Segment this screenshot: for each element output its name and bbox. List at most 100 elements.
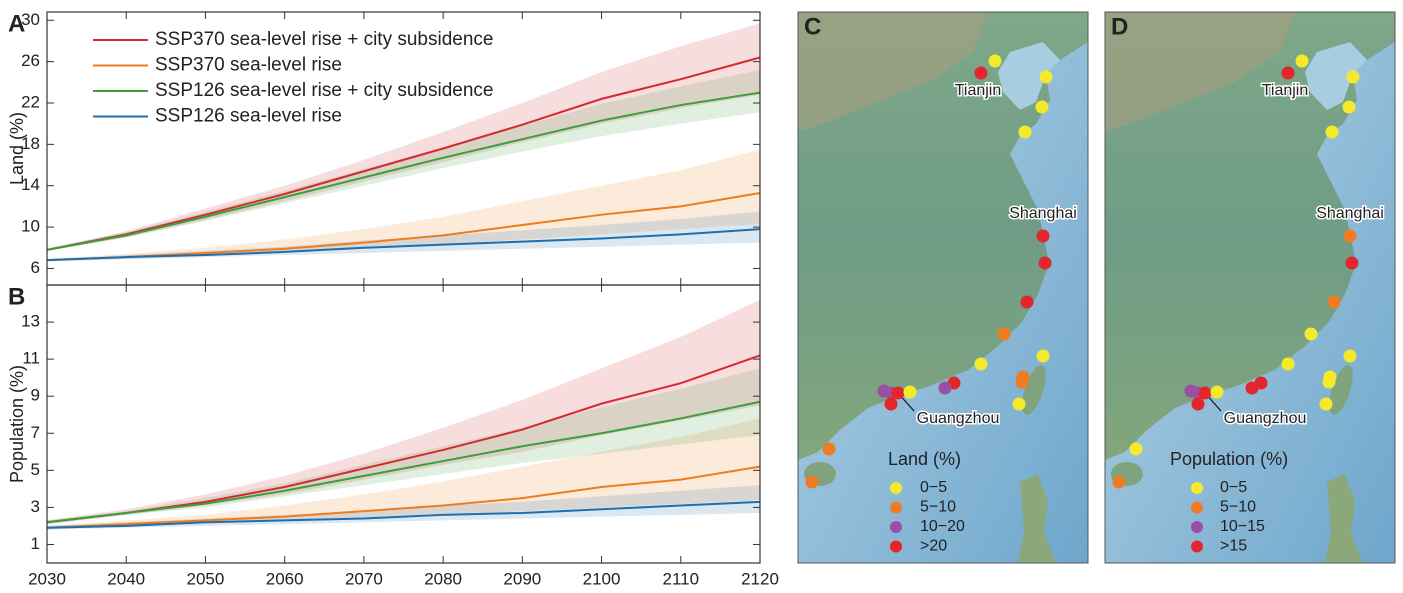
land xyxy=(1105,12,1395,460)
legend-swatch xyxy=(890,540,902,553)
legend-label: >20 xyxy=(920,538,947,555)
city-point xyxy=(903,385,917,399)
city-label: Tianjin xyxy=(955,82,1002,99)
city-label: Tianjin xyxy=(1262,82,1309,99)
uncertainty-band xyxy=(47,211,760,262)
city-point xyxy=(884,397,898,411)
line-panel: 6 10 14 18 22 26 30 Land (%) A SSP370 sea-level r… xyxy=(7,10,761,286)
city-point xyxy=(1304,327,1318,341)
y-axis-label: Population (%) xyxy=(7,365,27,483)
map-panel: C Tianjin Shanghai Guangzhou Land (%) 0−5 5−10… xyxy=(797,11,1089,564)
y-tick-label: 11 xyxy=(22,349,40,368)
city-point xyxy=(1015,375,1029,389)
legend-swatch xyxy=(890,482,902,494)
panel-label: C xyxy=(804,13,821,40)
city-point xyxy=(1035,100,1049,114)
city-label: Shanghai xyxy=(1009,205,1077,222)
land xyxy=(798,12,988,132)
city-label: Guangzhou xyxy=(917,410,1000,427)
uncertainty-band xyxy=(47,368,760,525)
city-point xyxy=(822,442,836,456)
uncertainty-band xyxy=(47,299,760,525)
city-point xyxy=(1319,397,1333,411)
map-frame xyxy=(1104,11,1396,564)
city-point xyxy=(1342,100,1356,114)
panel-label: B xyxy=(8,283,25,310)
x-tick-label: 2060 xyxy=(266,569,304,588)
x-tick-label: 2110 xyxy=(662,569,699,588)
legend-swatch xyxy=(890,521,902,533)
panel-label: D xyxy=(1111,13,1128,40)
city-point xyxy=(891,386,905,400)
x-tick-label: 2080 xyxy=(424,569,462,588)
city-point xyxy=(1112,475,1126,489)
city-point xyxy=(1281,357,1295,371)
legend-swatch xyxy=(1191,521,1203,533)
legend-label: SSP126 sea-level rise + city subsidence xyxy=(155,80,493,101)
x-tick-label: 2100 xyxy=(583,569,621,588)
city-point xyxy=(997,327,1011,341)
city-point xyxy=(988,54,1002,68)
series-line xyxy=(46,191,761,262)
land xyxy=(1105,12,1295,132)
legend-title: Land (%) xyxy=(888,449,961,469)
city-point xyxy=(1038,256,1052,270)
y-tick-label: 10 xyxy=(21,217,40,236)
legend-label: 5−10 xyxy=(1220,499,1256,516)
map-frame xyxy=(797,11,1089,564)
y-tick-label: 3 xyxy=(31,497,40,516)
city-point xyxy=(1210,385,1224,399)
city-label: Guangzhou xyxy=(1224,410,1307,427)
y-tick-label: 1 xyxy=(31,534,40,553)
city-point xyxy=(1036,229,1050,243)
legend-swatch xyxy=(890,501,902,514)
city-point xyxy=(1343,229,1357,243)
x-tick-label: 2040 xyxy=(107,569,145,588)
city-point xyxy=(1346,70,1360,84)
legend-label: 0−5 xyxy=(1220,479,1247,496)
legend-label: 0−5 xyxy=(920,479,947,496)
x-tick-label: 2030 xyxy=(28,569,66,588)
legend-label: 10−15 xyxy=(1220,518,1265,535)
series-line xyxy=(46,465,761,529)
y-tick-label: 9 xyxy=(31,386,40,405)
y-tick-label: 18 xyxy=(21,134,40,153)
y-tick-label: 13 xyxy=(21,312,40,331)
city-point xyxy=(805,475,819,489)
city-point xyxy=(938,381,952,395)
series-line xyxy=(46,500,761,529)
legend-swatch xyxy=(1191,482,1203,494)
x-tick-label: 2090 xyxy=(503,569,541,588)
map-panel: D Tianjin Shanghai Guangzhou Population (%) 0… xyxy=(1104,11,1396,564)
uncertainty-band xyxy=(47,23,760,251)
city-point xyxy=(1245,381,1259,395)
y-tick-label: 7 xyxy=(31,423,40,442)
series-line xyxy=(46,56,761,251)
city-point xyxy=(1343,349,1357,363)
city-point xyxy=(1020,295,1034,309)
island xyxy=(1329,365,1353,415)
y-tick-label: 26 xyxy=(21,51,40,70)
legend-label: >15 xyxy=(1220,538,1247,555)
series-line xyxy=(46,228,761,262)
x-tick-label: 2120 xyxy=(741,569,779,588)
city-point xyxy=(1012,397,1026,411)
legend-swatch xyxy=(1191,501,1203,514)
y-tick-label: 5 xyxy=(31,460,40,479)
city-point xyxy=(1345,256,1359,270)
bay xyxy=(1305,42,1367,110)
legend-title: Population (%) xyxy=(1170,449,1288,469)
city-point xyxy=(1322,375,1336,389)
city-point xyxy=(1191,397,1205,411)
uncertainty-band xyxy=(47,149,760,262)
land xyxy=(798,12,1088,460)
city-point xyxy=(1036,349,1050,363)
axes-frame xyxy=(46,284,761,564)
x-tick-label: 2050 xyxy=(187,569,225,588)
island xyxy=(1022,365,1046,415)
series-line xyxy=(46,400,761,524)
x-tick-label: 2070 xyxy=(345,569,383,588)
y-axis-label: Land (%) xyxy=(7,112,27,185)
